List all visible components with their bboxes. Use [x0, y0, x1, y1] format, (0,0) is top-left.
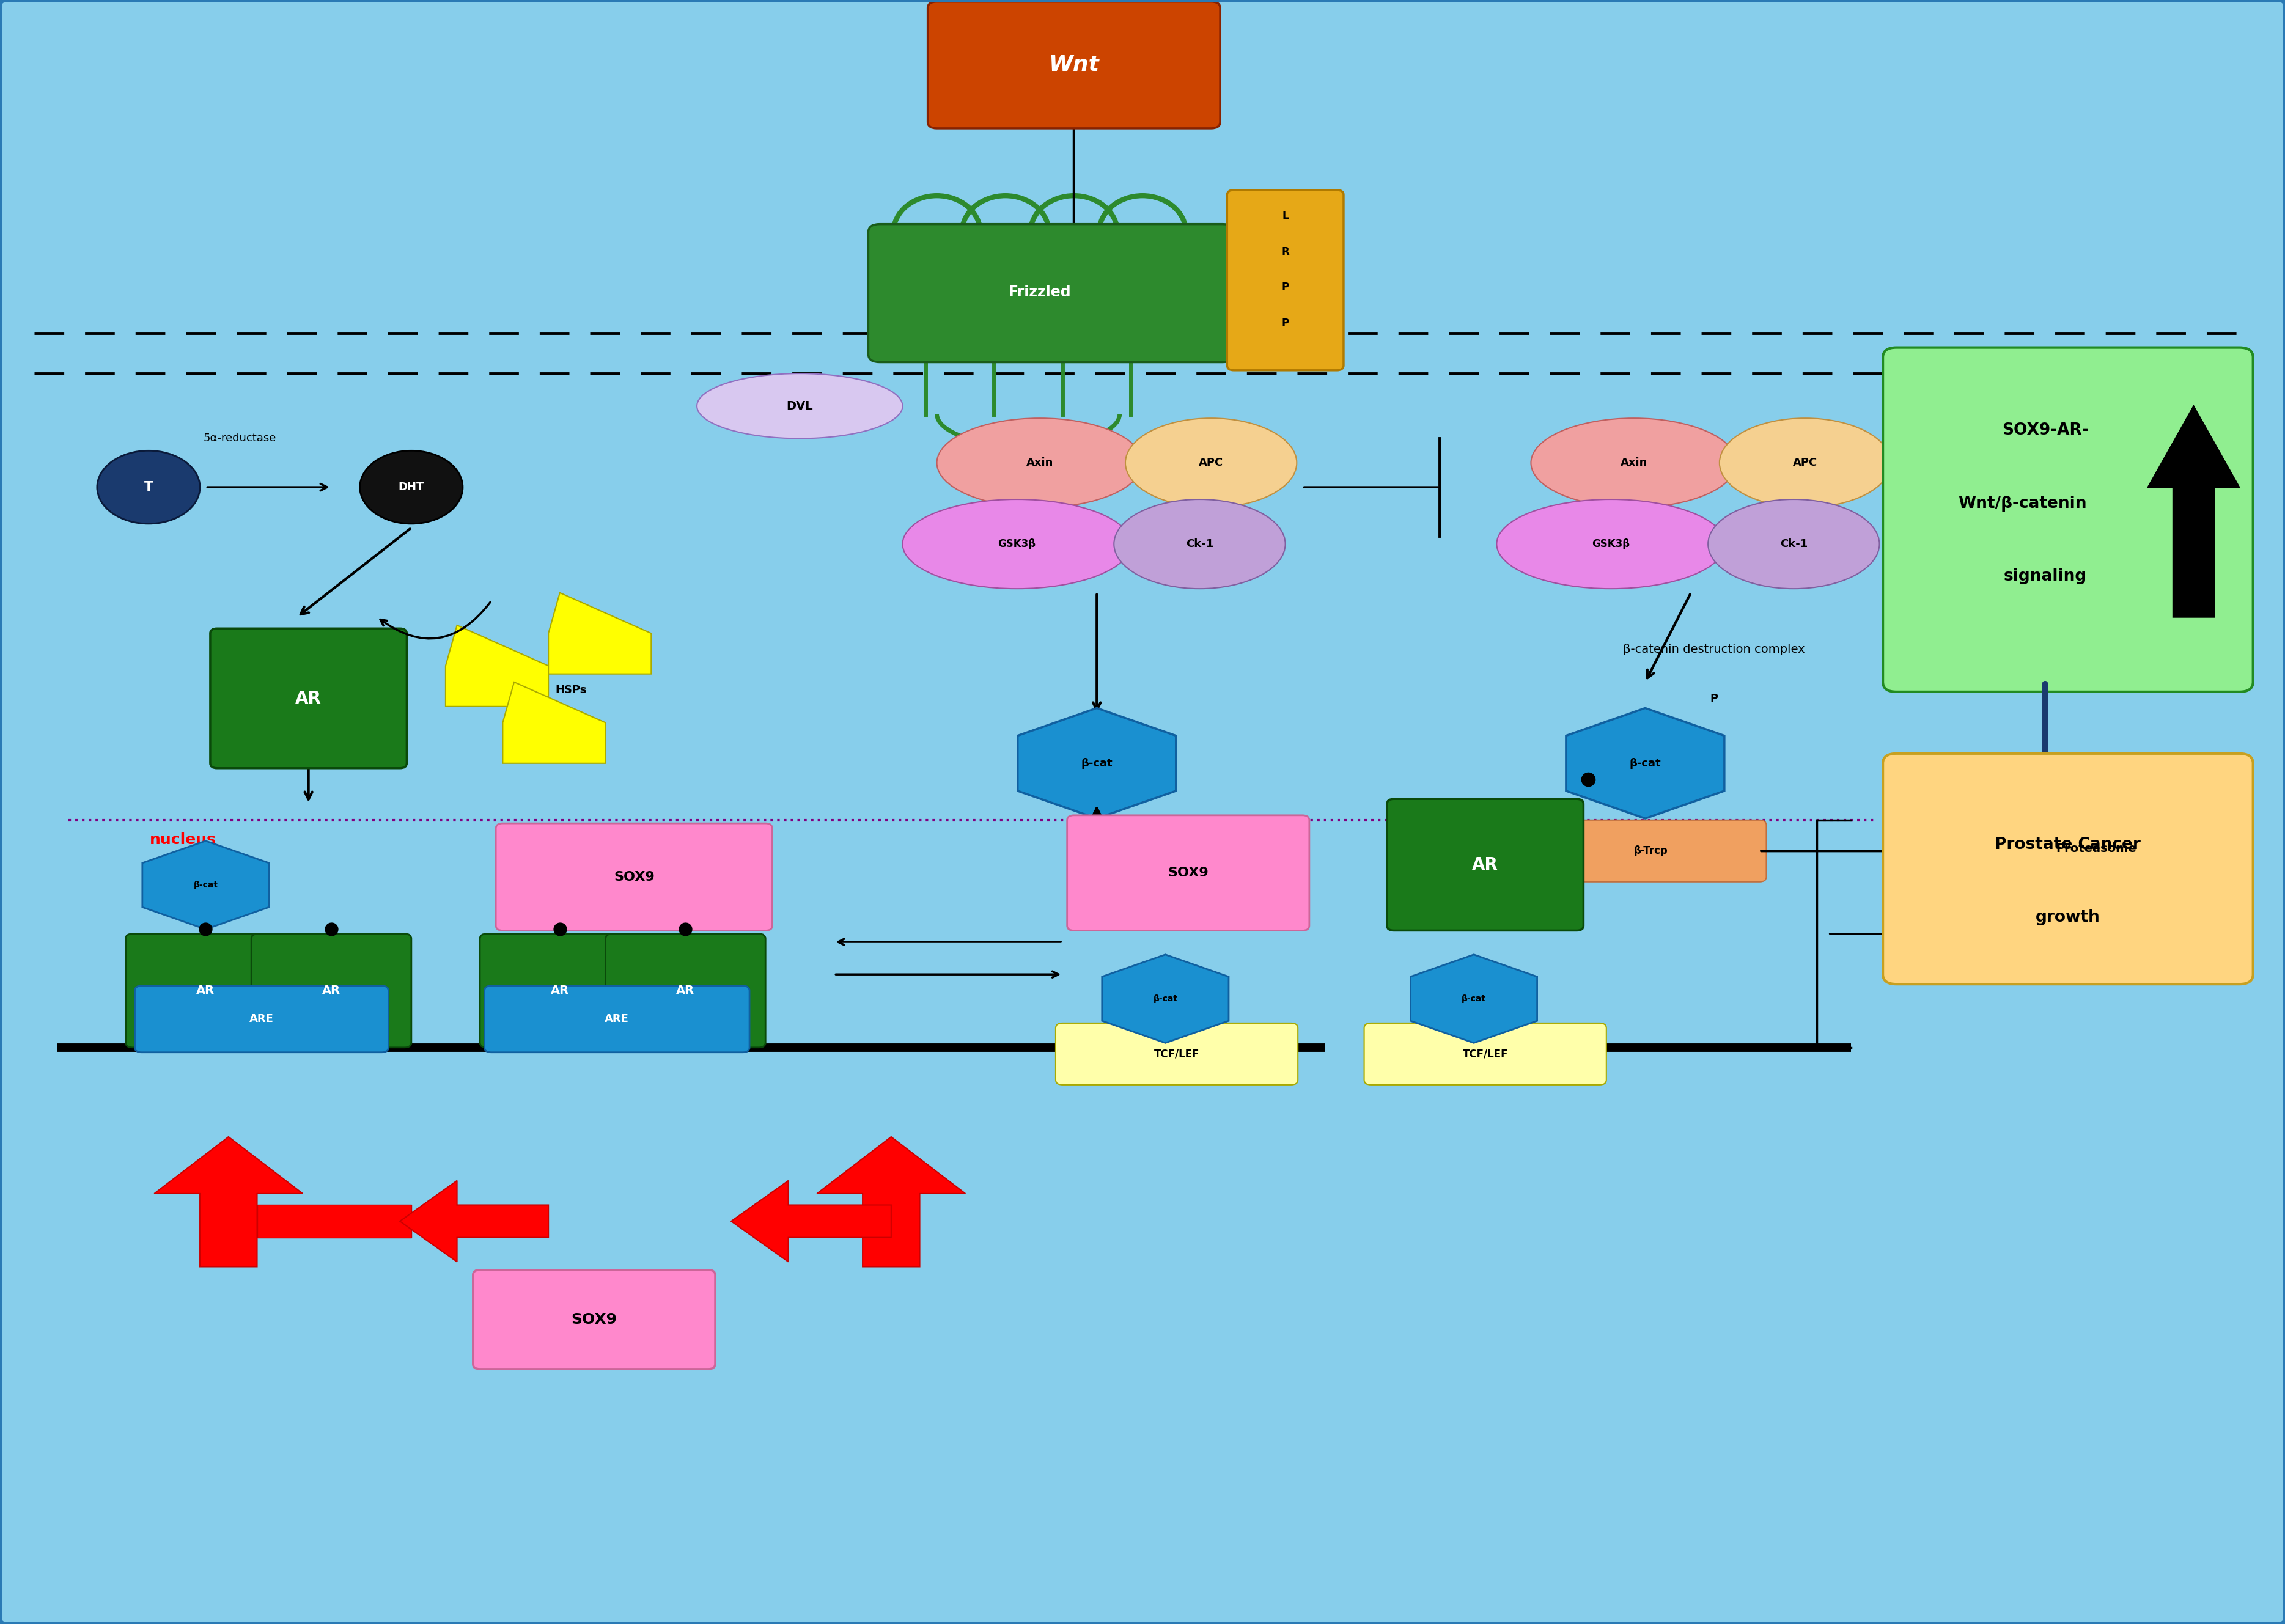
Text: cytoplasm: cytoplasm — [2059, 378, 2146, 395]
Text: β-cat: β-cat — [1629, 758, 1661, 768]
Ellipse shape — [937, 417, 1142, 507]
Text: AR: AR — [295, 690, 322, 706]
FancyBboxPatch shape — [1883, 754, 2253, 984]
Polygon shape — [155, 1137, 302, 1267]
Text: DVL: DVL — [786, 400, 813, 412]
FancyBboxPatch shape — [1387, 799, 1584, 931]
Text: β-cat: β-cat — [1154, 994, 1177, 1004]
Polygon shape — [1017, 708, 1177, 818]
FancyBboxPatch shape — [496, 823, 772, 931]
Text: AR: AR — [322, 984, 340, 997]
Text: Proteasome: Proteasome — [2056, 843, 2136, 854]
Text: Prostate Cancer: Prostate Cancer — [1995, 836, 2141, 853]
Ellipse shape — [361, 450, 464, 523]
FancyBboxPatch shape — [1536, 820, 1766, 882]
Text: DHT: DHT — [398, 482, 425, 492]
Text: Ck-1: Ck-1 — [1186, 539, 1213, 549]
Text: R: R — [1282, 247, 1289, 257]
Text: SOX9-AR-: SOX9-AR- — [2002, 422, 2088, 438]
FancyBboxPatch shape — [1364, 1023, 1606, 1085]
Text: P: P — [1282, 318, 1289, 328]
Polygon shape — [503, 682, 606, 763]
Text: TCF/LEF: TCF/LEF — [1462, 1049, 1508, 1059]
Polygon shape — [818, 1137, 964, 1267]
Ellipse shape — [1531, 417, 1737, 507]
FancyBboxPatch shape — [1883, 348, 2253, 692]
Polygon shape — [731, 1181, 891, 1262]
Text: L: L — [1282, 211, 1289, 221]
Text: nucleus: nucleus — [149, 831, 217, 848]
Polygon shape — [1101, 955, 1229, 1043]
FancyBboxPatch shape — [1227, 190, 1344, 370]
FancyBboxPatch shape — [1958, 807, 2235, 890]
Ellipse shape — [1115, 500, 1284, 590]
Text: signaling: signaling — [2004, 568, 2086, 585]
Text: Wnt: Wnt — [1049, 55, 1099, 75]
Text: Frizzled: Frizzled — [1008, 284, 1072, 300]
Polygon shape — [2148, 406, 2239, 617]
Text: SOX9: SOX9 — [615, 870, 654, 883]
Polygon shape — [400, 1181, 548, 1262]
Ellipse shape — [1497, 500, 1725, 590]
Text: T: T — [144, 481, 153, 494]
Ellipse shape — [1124, 417, 1298, 507]
FancyBboxPatch shape — [484, 986, 749, 1052]
Text: TCF/LEF: TCF/LEF — [1154, 1049, 1200, 1059]
Polygon shape — [548, 593, 651, 674]
Text: GSK3β: GSK3β — [999, 539, 1035, 549]
Text: APC: APC — [1200, 458, 1222, 468]
FancyBboxPatch shape — [928, 2, 1220, 128]
Polygon shape — [142, 841, 270, 929]
Text: β-cat: β-cat — [194, 880, 217, 890]
Text: AR: AR — [1472, 856, 1499, 874]
Text: Ck-1: Ck-1 — [1780, 539, 1807, 549]
Ellipse shape — [96, 450, 201, 523]
Text: AR: AR — [551, 984, 569, 997]
Text: AR: AR — [676, 984, 695, 997]
Ellipse shape — [697, 374, 903, 438]
Text: GSK3β: GSK3β — [1593, 539, 1629, 549]
Text: β-cat: β-cat — [1462, 994, 1485, 1004]
Text: SOX9: SOX9 — [571, 1312, 617, 1327]
Text: ARE: ARE — [249, 1013, 274, 1025]
FancyBboxPatch shape — [210, 628, 407, 768]
Text: HSPs: HSPs — [555, 685, 587, 695]
Polygon shape — [446, 625, 548, 706]
Text: P: P — [1709, 693, 1718, 703]
Ellipse shape — [903, 500, 1131, 590]
Text: P: P — [1282, 283, 1289, 292]
Text: SOX9: SOX9 — [1168, 867, 1209, 879]
Polygon shape — [256, 1205, 411, 1237]
FancyBboxPatch shape — [1056, 1023, 1298, 1085]
Text: Wnt/β-catenin: Wnt/β-catenin — [1958, 495, 2086, 512]
Text: growth: growth — [2036, 909, 2100, 926]
FancyBboxPatch shape — [1067, 815, 1309, 931]
Polygon shape — [1565, 708, 1725, 818]
FancyBboxPatch shape — [606, 934, 765, 1047]
FancyBboxPatch shape — [868, 224, 1234, 362]
Text: β-catenin destruction complex: β-catenin destruction complex — [1622, 643, 1805, 656]
FancyBboxPatch shape — [473, 1270, 715, 1369]
Ellipse shape — [1707, 500, 1881, 590]
Text: APC: APC — [1794, 458, 1817, 468]
Ellipse shape — [1718, 417, 1892, 507]
Text: β-cat: β-cat — [1081, 758, 1113, 768]
Text: AR: AR — [197, 984, 215, 997]
FancyBboxPatch shape — [135, 986, 388, 1052]
FancyBboxPatch shape — [251, 934, 411, 1047]
Text: ARE: ARE — [606, 1013, 628, 1025]
Text: β-Trcp: β-Trcp — [1634, 846, 1668, 856]
Text: Axin: Axin — [1620, 458, 1647, 468]
FancyBboxPatch shape — [126, 934, 286, 1047]
Text: 5α-reductase: 5α-reductase — [203, 434, 276, 443]
Text: Axin: Axin — [1026, 458, 1053, 468]
Polygon shape — [1410, 955, 1538, 1043]
FancyBboxPatch shape — [480, 934, 640, 1047]
